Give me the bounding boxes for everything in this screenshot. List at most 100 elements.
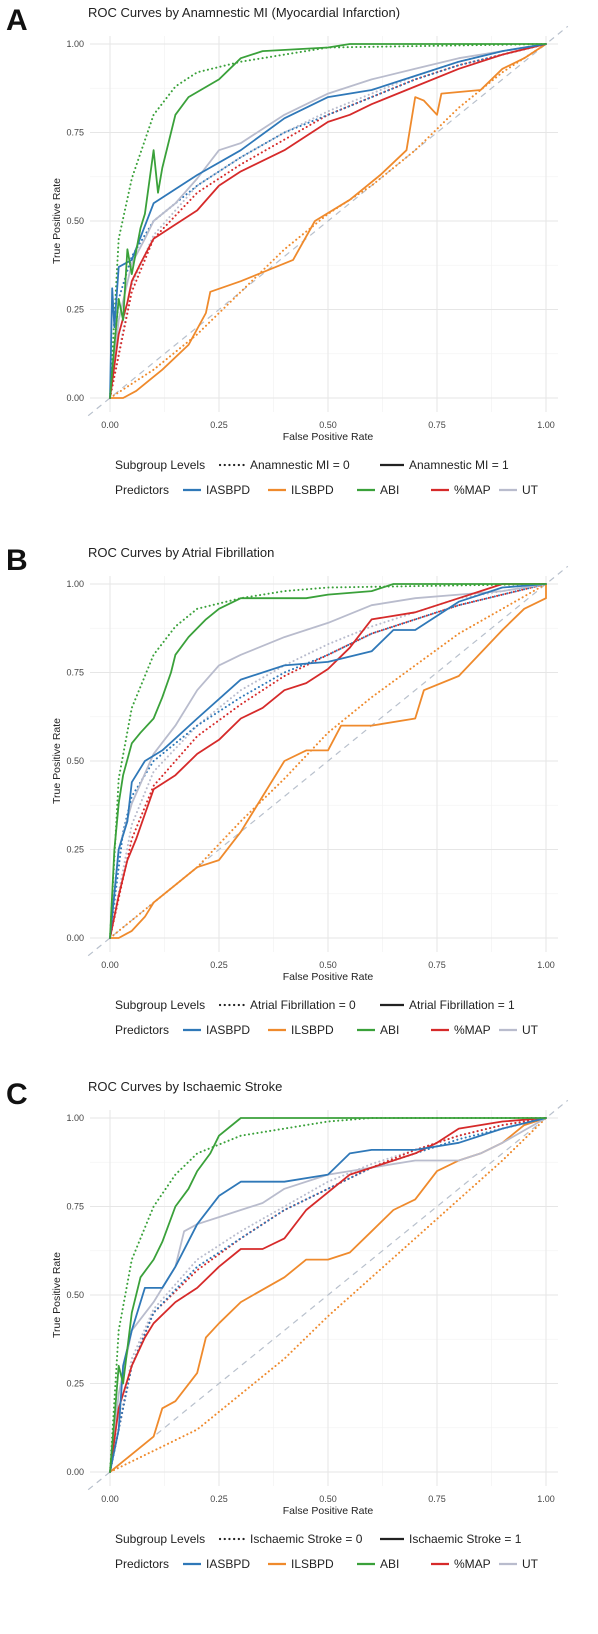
x-tick-label: 1.00 [537, 1494, 555, 1504]
legend: Subgroup Levels Atrial Fibrillation = 0 At… [115, 998, 539, 1037]
y-tick-label: 1.00 [66, 579, 84, 589]
roc-line-iasbpd-subgroup-1 [109, 583, 547, 939]
y-tick-label: 0.50 [66, 756, 84, 766]
roc-line-pctmap-subgroup-1 [109, 43, 547, 399]
legend-label-pctmap: %MAP [454, 483, 491, 497]
x-tick-label: 0.25 [210, 1494, 228, 1504]
legend-predictors-title: Predictors [115, 1557, 169, 1571]
series-lines [109, 43, 547, 399]
grid [90, 1110, 558, 1486]
series-lines [109, 583, 547, 939]
panel-A: A ROC Curves by Anamnestic MI (Myocardial… [6, 4, 569, 497]
x-axis-label: False Positive Rate [283, 971, 374, 983]
roc-line-abi-subgroup-0 [109, 583, 547, 939]
roc-line-abi-subgroup-1 [109, 583, 547, 939]
legend-label-ilsbpd: ILSBPD [291, 1023, 334, 1037]
reference-diagonal [87, 25, 569, 417]
x-tick-label: 0.75 [428, 420, 446, 430]
x-axis-label: False Positive Rate [283, 431, 374, 443]
grid [90, 36, 558, 412]
y-tick-label: 0.25 [66, 845, 84, 855]
legend-label-abi: ABI [380, 1557, 399, 1571]
x-tick-label: 0.50 [319, 420, 337, 430]
roc-line-ut-subgroup-1 [109, 1117, 547, 1473]
legend: Subgroup Levels Anamnestic MI = 0 Anamnest… [115, 458, 539, 497]
legend-label-pctmap: %MAP [454, 1557, 491, 1571]
legend-subgroup-0: Atrial Fibrillation = 0 [250, 998, 356, 1012]
roc-line-ilsbpd-subgroup-1 [109, 43, 547, 399]
y-tick-label: 0.50 [66, 1290, 84, 1300]
y-axis-label: True Positive Rate [51, 178, 63, 264]
chart-title: ROC Curves by Anamnestic MI (Myocardial … [88, 5, 400, 20]
series-lines [109, 1117, 547, 1473]
x-tick-label: 0.75 [428, 1494, 446, 1504]
roc-line-iasbpd-subgroup-1 [109, 43, 547, 399]
y-tick-label: 0.00 [66, 933, 84, 943]
y-tick-label: 0.25 [66, 305, 84, 315]
legend-label-iasbpd: IASBPD [206, 483, 250, 497]
legend-label-ilsbpd: ILSBPD [291, 1557, 334, 1571]
x-axis-label: False Positive Rate [283, 1505, 374, 1517]
x-tick-label: 0.00 [101, 960, 119, 970]
legend-subgroup-title: Subgroup Levels [115, 458, 205, 472]
legend-subgroup-0: Anamnestic MI = 0 [250, 458, 350, 472]
roc-line-iasbpd-subgroup-0 [109, 1117, 547, 1473]
y-tick-label: 0.75 [66, 1202, 84, 1212]
x-tick-label: 0.25 [210, 420, 228, 430]
legend-label-iasbpd: IASBPD [206, 1557, 250, 1571]
roc-line-iasbpd-subgroup-1 [109, 1117, 547, 1473]
roc-line-ilsbpd-subgroup-1 [109, 583, 547, 939]
panel-letter: A [6, 4, 28, 37]
legend-label-ut: UT [522, 1557, 539, 1571]
panel-B: B ROC Curves by Atrial Fibrillation 0.00 0.… [6, 544, 569, 1037]
x-tick-label: 0.50 [319, 1494, 337, 1504]
y-tick-label: 1.00 [66, 1113, 84, 1123]
legend-subgroup-title: Subgroup Levels [115, 1532, 205, 1546]
chart-title: ROC Curves by Ischaemic Stroke [88, 1079, 282, 1094]
legend-label-pctmap: %MAP [454, 1023, 491, 1037]
panel-C: C ROC Curves by Ischaemic Stroke 0.00 0.00 0… [6, 1078, 569, 1571]
legend-subgroup-1: Ischaemic Stroke = 1 [409, 1532, 522, 1546]
legend-subgroup-1: Atrial Fibrillation = 1 [409, 998, 515, 1012]
legend-label-ut: UT [522, 483, 539, 497]
panel-letter: B [6, 544, 28, 577]
x-tick-label: 0.25 [210, 960, 228, 970]
reference-diagonal [87, 1099, 569, 1491]
roc-line-pctmap-subgroup-1 [109, 1117, 547, 1473]
legend-subgroup-title: Subgroup Levels [115, 998, 205, 1012]
roc-line-ut-subgroup-0 [109, 583, 547, 939]
x-tick-label: 0.75 [428, 960, 446, 970]
y-tick-label: 0.00 [66, 393, 84, 403]
chart-title: ROC Curves by Atrial Fibrillation [88, 545, 274, 560]
legend-subgroup-1: Anamnestic MI = 1 [409, 458, 509, 472]
y-tick-label: 0.75 [66, 128, 84, 138]
legend-label-abi: ABI [380, 483, 399, 497]
y-tick-label: 0.75 [66, 668, 84, 678]
legend-predictors-title: Predictors [115, 483, 169, 497]
legend-subgroup-0: Ischaemic Stroke = 0 [250, 1532, 363, 1546]
x-tick-label: 0.00 [101, 1494, 119, 1504]
legend-label-ut: UT [522, 1023, 539, 1037]
y-tick-label: 1.00 [66, 39, 84, 49]
legend: Subgroup Levels Ischaemic Stroke = 0 Ischa… [115, 1532, 539, 1571]
legend-label-abi: ABI [380, 1023, 399, 1037]
y-tick-label: 0.25 [66, 1379, 84, 1389]
roc-line-abi-subgroup-1 [109, 1117, 547, 1473]
x-tick-label: 1.00 [537, 420, 555, 430]
roc-line-ut-subgroup-1 [109, 43, 547, 399]
roc-line-ilsbpd-subgroup-0 [109, 43, 547, 399]
roc-line-ut-subgroup-0 [109, 1117, 547, 1473]
panel-letter: C [6, 1078, 28, 1111]
x-tick-label: 0.00 [101, 420, 119, 430]
roc-line-ilsbpd-subgroup-0 [109, 1117, 547, 1473]
y-axis-label: True Positive Rate [51, 718, 63, 804]
roc-line-iasbpd-subgroup-0 [109, 43, 547, 399]
roc-line-abi-subgroup-1 [109, 43, 547, 399]
y-tick-label: 0.50 [66, 216, 84, 226]
x-tick-label: 0.50 [319, 960, 337, 970]
x-tick-label: 1.00 [537, 960, 555, 970]
legend-label-ilsbpd: ILSBPD [291, 483, 334, 497]
legend-label-iasbpd: IASBPD [206, 1023, 250, 1037]
